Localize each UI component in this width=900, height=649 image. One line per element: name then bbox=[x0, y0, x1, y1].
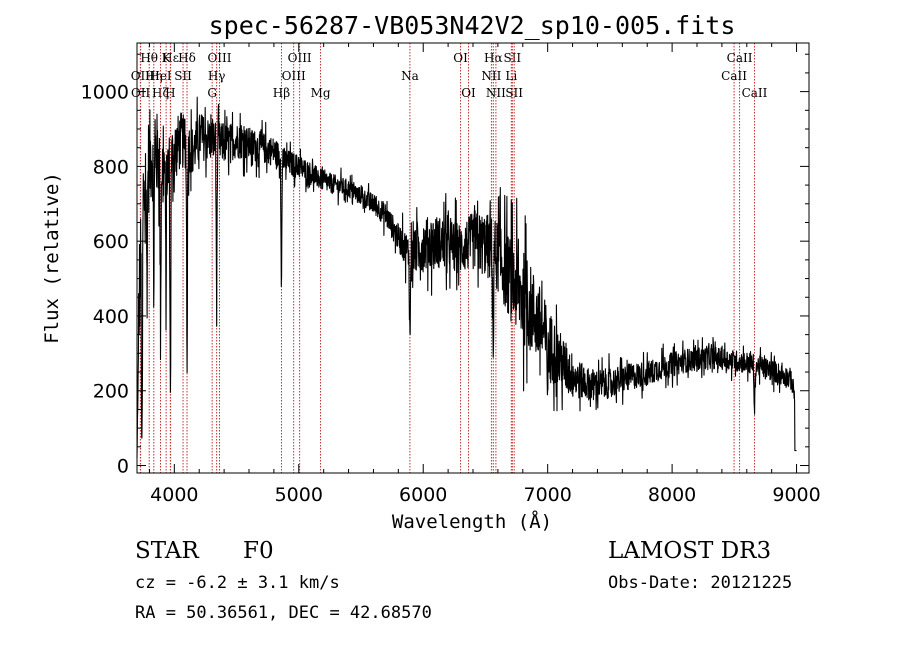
y-tick-label: 800 bbox=[93, 156, 129, 178]
line-marker-label: OII bbox=[131, 86, 151, 100]
line-marker-label: Hγ bbox=[208, 69, 226, 83]
redshift-cz: cz = -6.2 ± 3.1 km/s bbox=[135, 573, 340, 593]
chart-title: spec-56287-VB053N42V2_sp10-005.fits bbox=[209, 11, 736, 40]
spectrum-line bbox=[136, 96, 797, 459]
x-tick-label: 5000 bbox=[275, 484, 323, 506]
line-marker-label: NII bbox=[486, 86, 506, 100]
x-axis-label: Wavelength (Å) bbox=[392, 510, 552, 533]
line-marker-label: Hδ bbox=[178, 51, 196, 65]
line-marker-label: Na bbox=[401, 69, 419, 83]
line-marker-label: Hθ bbox=[140, 51, 158, 65]
survey-name: LAMOST DR3 bbox=[608, 538, 772, 564]
line-marker-label: Hα bbox=[484, 51, 503, 65]
coordinates: RA = 50.36561, DEC = 42.68570 bbox=[135, 603, 432, 623]
line-marker-label: Hζ bbox=[152, 86, 169, 100]
line-marker-label: OIII bbox=[282, 69, 306, 83]
y-tick-label: 400 bbox=[93, 306, 129, 328]
line-marker-label: CaII bbox=[742, 86, 768, 100]
line-marker-label: Hη bbox=[145, 69, 163, 83]
line-marker-label: OIII bbox=[207, 51, 231, 65]
x-tick-label: 4000 bbox=[150, 484, 198, 506]
line-marker-label: SII bbox=[174, 69, 192, 83]
line-marker-label: G bbox=[207, 86, 217, 100]
x-tick-label: 6000 bbox=[399, 484, 447, 506]
axes: 4000 5000 6000 7000 8000 9000 0 200 400 600 800 100… bbox=[81, 43, 821, 506]
y-tick-label: 200 bbox=[93, 381, 129, 403]
x-tick-label: 7000 bbox=[523, 484, 571, 506]
line-marker-label: H bbox=[165, 86, 175, 100]
object-class: STAR bbox=[135, 538, 199, 564]
y-tick-label: 0 bbox=[117, 456, 129, 478]
line-marker-label: SII bbox=[503, 51, 521, 65]
line-marker-label: NII bbox=[481, 69, 501, 83]
line-marker-label: CaII bbox=[721, 69, 747, 83]
line-marker-label: Hβ bbox=[273, 86, 290, 100]
line-marker-label: HeI bbox=[149, 69, 172, 83]
line-marker-label: OI bbox=[461, 86, 476, 100]
y-axis-label: Flux (relative) bbox=[41, 172, 63, 344]
spectrum-series bbox=[136, 96, 797, 459]
obs-date: Obs-Date: 20121225 bbox=[608, 573, 793, 593]
line-marker-label: Mg bbox=[311, 86, 331, 100]
line-marker-label: CaII bbox=[727, 51, 753, 65]
line-marker-label: Li bbox=[505, 69, 517, 83]
y-tick-label: 1000 bbox=[81, 82, 129, 104]
line-marker-label: OIII bbox=[288, 51, 312, 65]
line-marker-label: OI bbox=[453, 51, 468, 65]
x-tick-label: 8000 bbox=[648, 484, 696, 506]
line-marker-label: K bbox=[162, 51, 172, 65]
y-tick-label: 600 bbox=[93, 231, 129, 253]
object-subclass: F0 bbox=[243, 538, 274, 564]
line-marker-label: SII bbox=[505, 86, 523, 100]
x-tick-label: 9000 bbox=[772, 484, 820, 506]
